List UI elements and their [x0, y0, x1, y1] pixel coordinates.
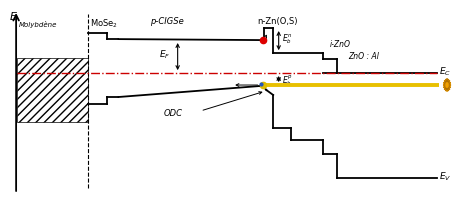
Text: Molybdène: Molybdène — [19, 21, 58, 28]
Text: i-ZnO: i-ZnO — [330, 40, 351, 49]
Text: $E_F$: $E_F$ — [159, 48, 171, 61]
Text: n-Zn(O,S): n-Zn(O,S) — [257, 17, 298, 26]
Text: p-CIGSe: p-CIGSe — [150, 17, 184, 26]
Text: MoSe$_2$: MoSe$_2$ — [90, 17, 118, 30]
Text: E: E — [9, 12, 16, 22]
Text: $E_C$: $E_C$ — [439, 66, 451, 78]
Bar — [18, 58, 88, 122]
Text: $E_V$: $E_V$ — [439, 171, 452, 183]
Text: ZnO : Al: ZnO : Al — [348, 52, 379, 61]
Text: $E_b^p$: $E_b^p$ — [283, 74, 293, 88]
Text: $E_b^n$: $E_b^n$ — [283, 33, 293, 46]
Polygon shape — [443, 79, 451, 92]
Text: ODC: ODC — [164, 109, 183, 119]
